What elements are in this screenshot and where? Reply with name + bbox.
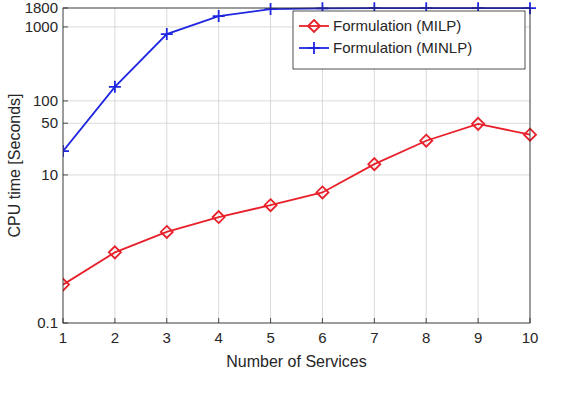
tick-label: 8 [422, 329, 430, 346]
legend-label: Formulation (MINLP) [333, 39, 472, 56]
chart: 0.1 10 50 100 1000 1800 1 2 3 4 5 6 7 8 9 10 Number of S… [0, 0, 564, 410]
x-axis-label: Number of Services [226, 353, 367, 370]
tick [63, 174, 68, 175]
y-axis-label: CPU time [Seconds] [6, 93, 23, 237]
tick-label: 9 [474, 329, 482, 346]
tick-label: 0.1 [37, 314, 58, 331]
legend-symbol [308, 20, 320, 32]
marker [109, 81, 121, 93]
tick-label: 4 [214, 329, 222, 346]
tick-label: 7 [370, 329, 378, 346]
tick [63, 26, 68, 27]
tick [270, 318, 271, 323]
legend-marker [308, 42, 320, 54]
marker [420, 135, 432, 147]
tick [218, 318, 219, 323]
marker [109, 246, 121, 258]
marker [213, 10, 225, 22]
tick [374, 318, 375, 323]
grid-line [270, 8, 271, 323]
legend-box [293, 11, 525, 69]
tick [166, 318, 167, 323]
tick-label: 3 [163, 329, 171, 346]
grid-line [166, 8, 167, 323]
tick-label: 1000 [25, 18, 58, 35]
marker [265, 3, 277, 15]
marker [316, 186, 328, 198]
marker [265, 199, 277, 211]
tick-label: 10 [522, 329, 539, 346]
tick [63, 123, 68, 124]
tick-label: 1800 [25, 0, 58, 16]
marker [368, 158, 380, 170]
legend-marker [308, 20, 320, 32]
legend-symbol [308, 42, 320, 54]
axes-frame [63, 8, 530, 323]
tick-label: 10 [41, 166, 58, 183]
legend: Formulation (MILP) Formulation (MINLP) [293, 11, 525, 69]
marker [472, 118, 484, 130]
grid-line [63, 100, 530, 101]
tick-label: 2 [111, 329, 119, 346]
series-line [63, 124, 530, 285]
tick [478, 318, 479, 323]
tick [426, 318, 427, 323]
tick-label: 5 [266, 329, 274, 346]
grid-line [114, 8, 115, 323]
grid-line [63, 174, 530, 175]
tick [322, 318, 323, 323]
marker [161, 226, 173, 238]
grid-line [218, 8, 219, 323]
marker [63, 279, 69, 291]
legend-label: Formulation (MILP) [333, 17, 461, 34]
tick [114, 318, 115, 323]
tick-label: 1 [59, 329, 67, 346]
marker [63, 145, 69, 157]
tick [63, 100, 68, 101]
tick-label: 6 [318, 329, 326, 346]
plot-marks [63, 2, 536, 290]
grid-line [63, 123, 530, 124]
plot-background [63, 8, 530, 323]
tick-label: 50 [41, 114, 58, 131]
tick-label: 100 [33, 92, 58, 109]
series-line [63, 8, 530, 151]
marker [213, 211, 225, 223]
legend-line [299, 25, 329, 27]
marker [161, 28, 173, 40]
